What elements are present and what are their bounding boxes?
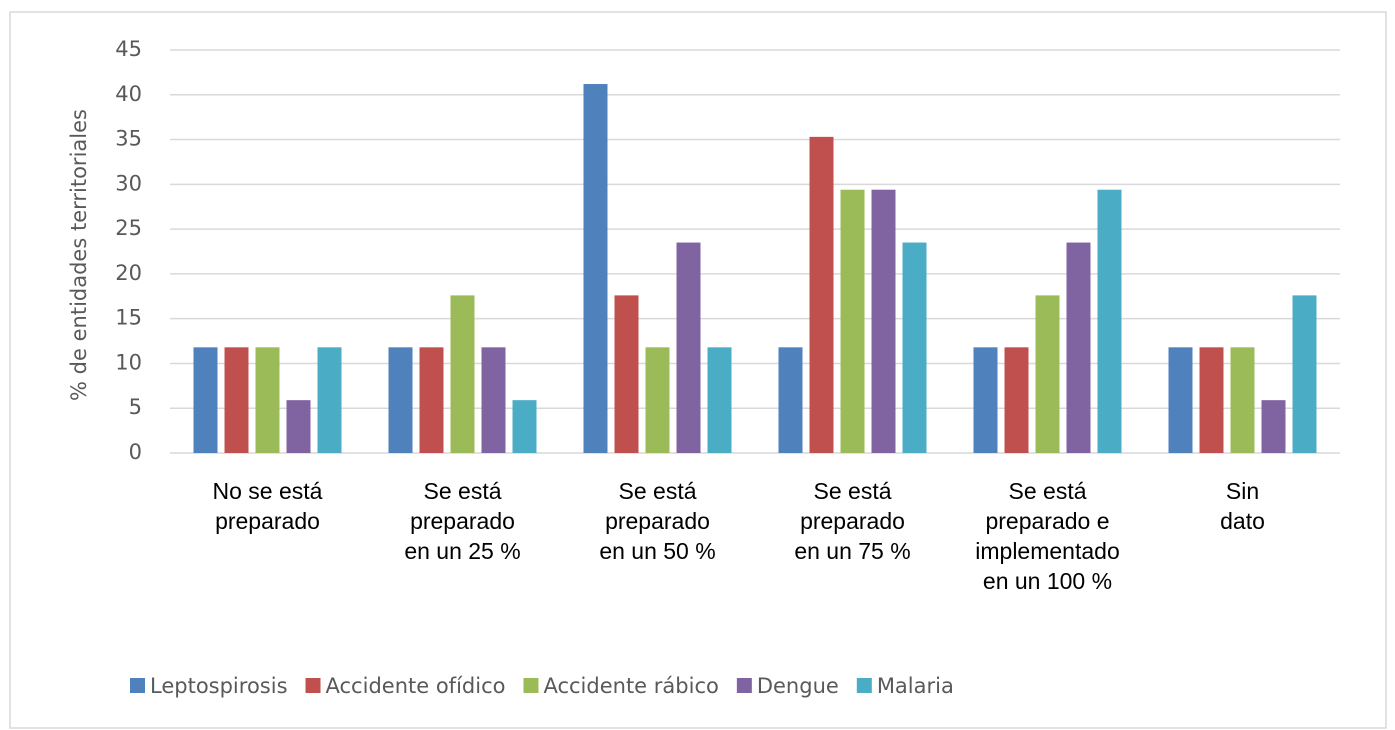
legend-swatch: [856, 678, 872, 693]
legend-label: Leptospirosis: [150, 674, 288, 698]
x-tick-label: Sin dato: [1220, 478, 1265, 534]
bar: [1292, 295, 1317, 453]
legend-swatch: [305, 678, 321, 693]
bar: [645, 347, 670, 453]
bar: [707, 347, 732, 453]
y-tick-label: 35: [115, 127, 142, 151]
y-tick-label: 30: [115, 171, 142, 195]
bar: [778, 347, 803, 453]
x-tick-label: Se está preparado en un 75 %: [794, 478, 911, 564]
x-tick-label: Se está preparado en un 25 %: [404, 478, 521, 564]
bar: [902, 242, 927, 453]
y-tick-label: 40: [115, 82, 142, 106]
bar: [388, 347, 413, 453]
bar: [1261, 400, 1286, 453]
bar: [583, 84, 608, 453]
bar: [840, 189, 865, 453]
bar: [450, 295, 475, 453]
bar: [1097, 189, 1122, 453]
x-tick-label: Se está preparado e implementado en un 1…: [975, 478, 1120, 594]
bar: [1230, 347, 1255, 453]
bar: [1199, 347, 1224, 453]
bar: [973, 347, 998, 453]
bar: [1035, 295, 1060, 453]
legend-label: Malaria: [877, 674, 954, 698]
bar: [286, 400, 311, 453]
legend-label: Accidente rábico: [543, 674, 718, 698]
x-tick-label: Se está preparado en un 50 %: [599, 478, 716, 564]
bar: [224, 347, 249, 453]
bar: [481, 347, 506, 453]
bar: [1004, 347, 1029, 453]
y-tick-label: 15: [115, 306, 142, 330]
bar: [317, 347, 342, 453]
y-tick-label: 25: [115, 216, 142, 240]
bar: [1066, 242, 1091, 453]
y-tick-label: 20: [115, 261, 142, 285]
legend-label: Accidente ofídico: [326, 674, 506, 698]
bar: [193, 347, 218, 453]
y-axis-label: % de entidades territoriales: [67, 109, 91, 401]
bar: [809, 136, 834, 453]
x-tick-label: No se está preparado: [212, 478, 323, 534]
bar: [871, 189, 896, 453]
bar: [676, 242, 701, 453]
bar: [255, 347, 280, 453]
bar: [419, 347, 444, 453]
y-tick-label: 0: [129, 440, 142, 464]
bar: [614, 295, 639, 453]
bar: [1168, 347, 1193, 453]
legend-swatch: [736, 678, 752, 693]
legend-swatch: [130, 678, 145, 693]
bar: [512, 400, 537, 453]
legend-label: Dengue: [757, 674, 839, 698]
y-tick-label: 10: [115, 350, 142, 374]
y-tick-label: 5: [129, 395, 142, 419]
y-tick-label: 45: [115, 37, 142, 61]
legend-swatch: [523, 678, 539, 693]
